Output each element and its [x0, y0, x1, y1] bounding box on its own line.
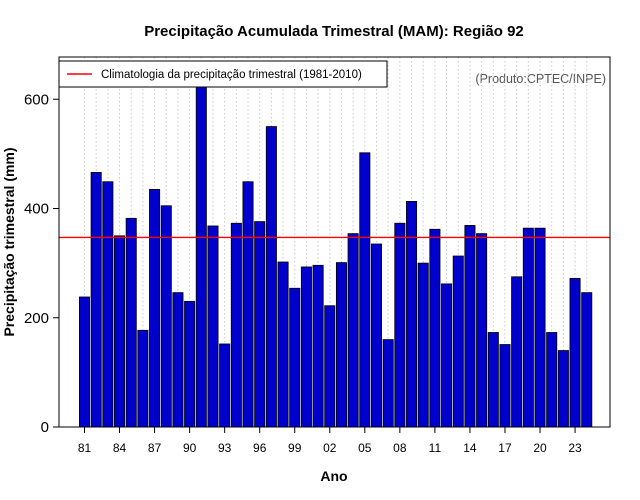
- bar-2009: [406, 200, 418, 428]
- bar-2000: [300, 266, 312, 428]
- plot-frame: [58, 56, 611, 428]
- bar-2017: [499, 344, 511, 428]
- bar-1990: [184, 300, 196, 428]
- bar-2013: [452, 255, 464, 428]
- bar-1985: [125, 217, 137, 428]
- x-tick-label: 90: [183, 441, 197, 455]
- bar-1982: [90, 172, 102, 428]
- bar-2014: [464, 225, 476, 428]
- bar-1994: [230, 222, 242, 428]
- bar-1993: [219, 343, 231, 428]
- x-tick-label: 23: [568, 441, 582, 455]
- y-axis-label: Precipitação trimestral (mm): [1, 147, 17, 336]
- y-tick-label: 400: [24, 201, 49, 218]
- x-tick-label: 84: [113, 441, 127, 455]
- legend-box: [58, 60, 388, 88]
- x-tick-label: 05: [358, 441, 372, 455]
- bar-1999: [289, 287, 301, 428]
- legend-label: Climatologia da precipitação trimestral …: [101, 69, 362, 81]
- bar-1991: [195, 78, 207, 428]
- bar-1995: [242, 181, 254, 428]
- y-tick-label: 0: [41, 419, 49, 436]
- bar-2010: [417, 262, 429, 428]
- bar-2012: [441, 283, 453, 428]
- bar-2019: [522, 227, 534, 428]
- bar-2020: [534, 227, 546, 428]
- bars: [79, 78, 593, 428]
- x-tick-label: 11: [429, 441, 442, 455]
- y-tick-label: 200: [24, 310, 49, 327]
- bar-2016: [487, 332, 499, 428]
- x-axis: 81 84 87 90 93 96 99 02 05 08 11 14 17 20 23: [78, 427, 582, 455]
- y-tick-label: 600: [24, 91, 49, 108]
- bar-2022: [557, 350, 569, 428]
- credit-text: (Produto:CPTEC/INPE): [475, 72, 606, 86]
- x-tick-label: 93: [218, 441, 232, 455]
- x-tick-label: 08: [393, 441, 407, 455]
- x-tick-label: 99: [288, 441, 302, 455]
- y-axis: 0200400600800: [24, 91, 59, 436]
- bar-2021: [546, 332, 558, 428]
- x-tick-label: 87: [148, 441, 162, 455]
- bar-1988: [160, 205, 172, 428]
- bar-2011: [429, 228, 441, 428]
- bar-2015: [476, 233, 488, 428]
- bar-1997: [265, 126, 277, 428]
- bar-2003: [335, 262, 347, 428]
- bar-1986: [137, 329, 149, 428]
- bar-1996: [254, 221, 266, 428]
- bar-2002: [324, 305, 336, 428]
- x-tick-label: 81: [78, 441, 92, 455]
- x-tick-label: 17: [498, 441, 512, 455]
- bar-2024: [581, 292, 593, 428]
- bar-2001: [312, 264, 324, 428]
- x-axis-label: Ano: [320, 468, 347, 484]
- bar-2007: [382, 339, 394, 428]
- bar-2008: [394, 222, 406, 428]
- bar-2006: [370, 243, 382, 428]
- x-tick-label: 02: [323, 441, 337, 455]
- bar-1981: [79, 296, 91, 428]
- bar-1984: [114, 235, 126, 428]
- bar-1992: [207, 225, 219, 428]
- bar-2023: [569, 278, 581, 428]
- x-tick-label: 20: [533, 441, 547, 455]
- x-tick-label: 14: [463, 441, 477, 455]
- x-tick-label: 96: [253, 441, 267, 455]
- bar-1998: [277, 261, 289, 428]
- bar-2018: [511, 276, 523, 428]
- bar-1987: [149, 188, 161, 428]
- bar-1989: [172, 292, 184, 428]
- bar-2004: [347, 233, 359, 428]
- bar-1983: [102, 181, 114, 428]
- legend: Climatologia da precipitação trimestral …: [58, 60, 388, 88]
- bar-2005: [359, 152, 371, 428]
- chart-title: Precipitação Acumulada Trimestral (MAM):…: [144, 23, 524, 40]
